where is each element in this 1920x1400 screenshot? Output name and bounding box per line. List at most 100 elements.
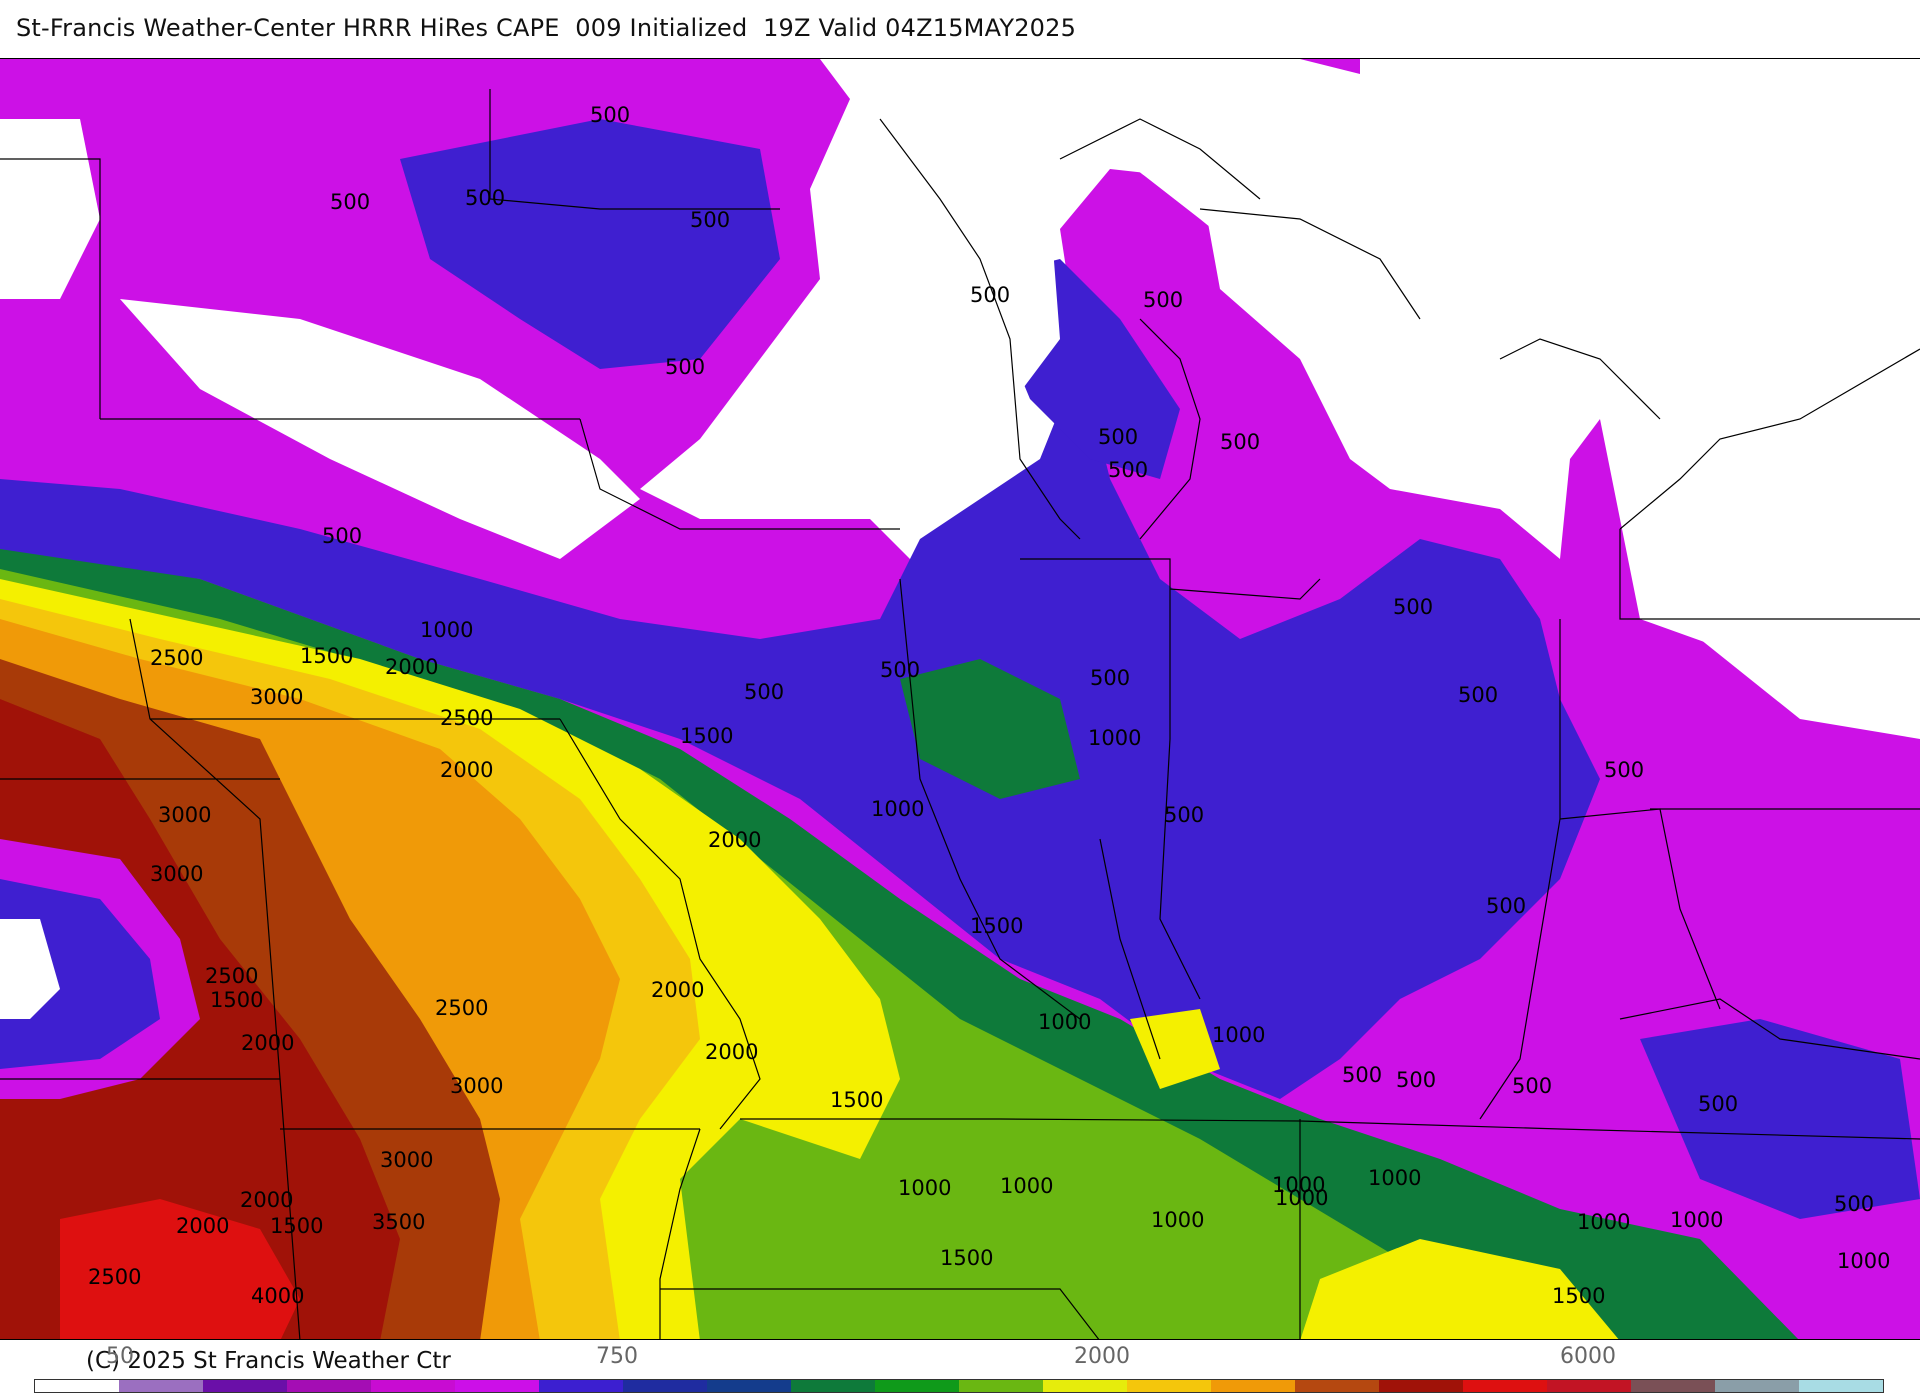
contour-label: 2500 [205,964,258,988]
contour-label: 3000 [380,1148,433,1172]
cape-region-zero-central [120,299,640,559]
border-line [1619,529,1920,620]
contour-label: 2500 [440,706,493,730]
cape-region-750-band [0,359,1600,1099]
contour-label: 500 [1098,425,1138,449]
colorbar-swatch [623,1380,707,1392]
cape-region-zero-lakes [670,59,1920,719]
colorbar-swatch [1715,1380,1799,1392]
contour-label: 2500 [150,646,203,670]
colorbar-swatch [455,1380,539,1392]
colorbar-swatch [1547,1380,1631,1392]
contour-label: 3500 [372,1210,425,1234]
contour-label: 500 [665,355,705,379]
contour-label: 2000 [240,1188,293,1212]
colorbar-swatch [1211,1380,1295,1392]
colorbar-swatch [875,1380,959,1392]
contour-label: 1500 [300,644,353,668]
contour-label: 500 [1834,1192,1874,1216]
cape-region-750-southeast [1640,1019,1920,1219]
cape-shading [0,59,1920,1339]
cape-region-4000-core [60,1199,300,1339]
colorbar [34,1379,1884,1393]
border-line [1020,558,1201,1000]
contour-label: 2000 [385,655,438,679]
cape-region-1500-south [1300,1239,1619,1339]
contour-label: 500 [880,658,920,682]
contour-label: 2500 [88,1265,141,1289]
colorbar-swatch [203,1380,287,1392]
contour-label: 500 [1512,1074,1552,1098]
contour-label: 500 [1220,430,1260,454]
great-lakes-shoreline [879,118,1081,540]
contour-label: 1000 [1670,1208,1723,1232]
contour-label: 3000 [250,685,303,709]
contour-label: 3000 [158,803,211,827]
contour-label: 1000 [1038,1010,1091,1034]
contour-label: 1500 [680,724,733,748]
contour-label: 1000 [898,1176,951,1200]
contour-label: 3000 [450,1074,503,1098]
great-lakes-shoreline [1139,318,1201,540]
great-lakes-shoreline [1499,338,1661,420]
contour-label: 2000 [651,978,704,1002]
contour-label: 2500 [435,996,488,1020]
colorbar-label: 50 [106,1344,134,1369]
border-line [1559,808,1721,1010]
contour-label: 1000 [1212,1023,1265,1047]
map-title: St-Francis Weather-Center HRRR HiRes CAP… [16,14,1077,42]
political-borders [0,89,1920,1339]
contour-label: 500 [1342,1063,1382,1087]
colorbar-label: 750 [596,1344,638,1369]
border-line [579,418,900,530]
colorbar-swatch [959,1380,1043,1392]
contour-label: 1000 [871,797,924,821]
colorbar-swatch [791,1380,875,1392]
colorbar-swatch [1799,1380,1883,1392]
contour-label: 1000 [1000,1174,1053,1198]
cape-region-750-upper [400,119,780,369]
colorbar-label: 2000 [1074,1344,1130,1369]
border-line [559,718,761,1130]
contour-label: 1000 [1368,1166,1421,1190]
colorbar-label: 6000 [1560,1344,1616,1369]
contour-label: 1500 [830,1088,883,1112]
contour-label: 500 [1604,758,1644,782]
border-line [129,618,301,1339]
contour-label: 4000 [251,1284,304,1308]
contour-label: 1500 [940,1246,993,1270]
great-lakes-shoreline [1059,118,1261,200]
cape-region-zero-west [0,919,60,1019]
contour-label: 500 [1393,595,1433,619]
contour-label: 500 [590,103,630,127]
colorbar-swatch [1379,1380,1463,1392]
contour-label: 500 [322,524,362,548]
cape-map: 500 500 500 500 500 500 500 500 500 500 500 500 500 5… [0,58,1920,1340]
contour-label: 500 [1698,1092,1738,1116]
contour-label: 2000 [176,1214,229,1238]
contour-label: 2000 [241,1031,294,1055]
colorbar-swatch [371,1380,455,1392]
contour-label: 500 [1164,803,1204,827]
contour-label: 1000 [1088,726,1141,750]
contour-label: 1500 [970,914,1023,938]
border-line [489,89,780,210]
contour-label: 500 [465,186,505,210]
contour-label: 1000 [1577,1210,1630,1234]
contour-label: 500 [330,190,370,214]
colorbar-swatch [119,1380,203,1392]
border-line [1099,838,1161,1060]
colorbar-swatch [35,1380,119,1392]
contour-label: 500 [1143,288,1183,312]
cape-region-1500-spot [1130,1009,1220,1089]
contour-label: 1000 [1275,1186,1328,1210]
colorbar-swatch [1127,1380,1211,1392]
contour-label: 1500 [210,988,263,1012]
colorbar-swatch [1295,1380,1379,1392]
colorbar-swatch [1043,1380,1127,1392]
contour-label: 2000 [705,1040,758,1064]
contour-label: 500 [690,208,730,232]
colorbar-swatch [1631,1380,1715,1392]
great-lakes-shoreline [1199,208,1421,320]
contour-label: 1000 [1151,1208,1204,1232]
